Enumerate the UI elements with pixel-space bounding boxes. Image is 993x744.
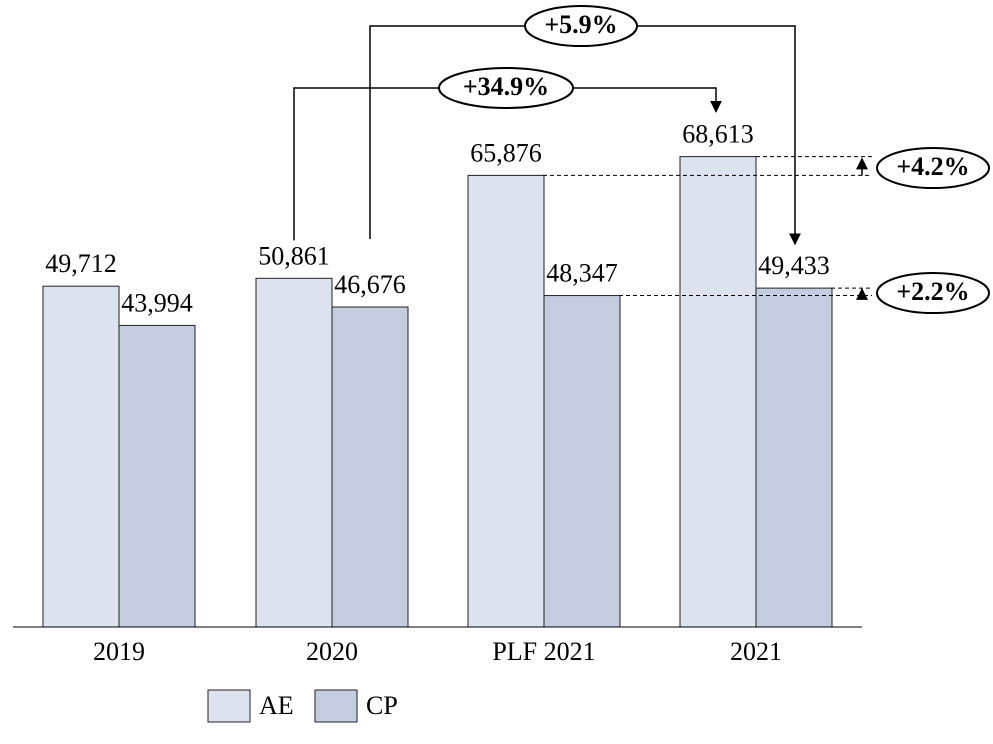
bar [467,174,545,628]
legend-swatch [207,689,251,723]
legend-swatch [314,689,358,723]
x-tick-label: 2019 [93,637,145,666]
bar [755,287,833,628]
bar [255,277,333,628]
annotation-bubble [876,272,990,314]
annotation: +2.2% [896,277,969,306]
value-label: 48,347 [546,259,618,288]
bar [679,156,757,628]
value-label: 50,861 [258,241,330,270]
bar [543,295,621,628]
annotation: +34.9% [463,72,549,101]
annotation-bubble [438,67,574,109]
value-label: 49,433 [758,251,830,280]
value-label: 43,994 [121,288,193,317]
legend-label: AE [259,691,294,720]
annotation-bubble [524,5,638,47]
annotation: +4.2% [896,152,969,181]
value-label: 65,876 [470,138,542,167]
x-tick-label: 2021 [730,637,782,666]
annotation: +5.9% [544,10,617,39]
legend-label: CP [366,691,398,720]
x-tick-label: 2020 [306,637,358,666]
bar [331,306,409,628]
bar [42,285,120,628]
x-tick-label: PLF 2021 [492,637,595,666]
value-label: 46,676 [334,270,406,299]
value-label: 49,712 [45,249,117,278]
value-label: 68,613 [682,120,754,149]
annotation-bubble [876,147,990,189]
bar [118,324,196,628]
